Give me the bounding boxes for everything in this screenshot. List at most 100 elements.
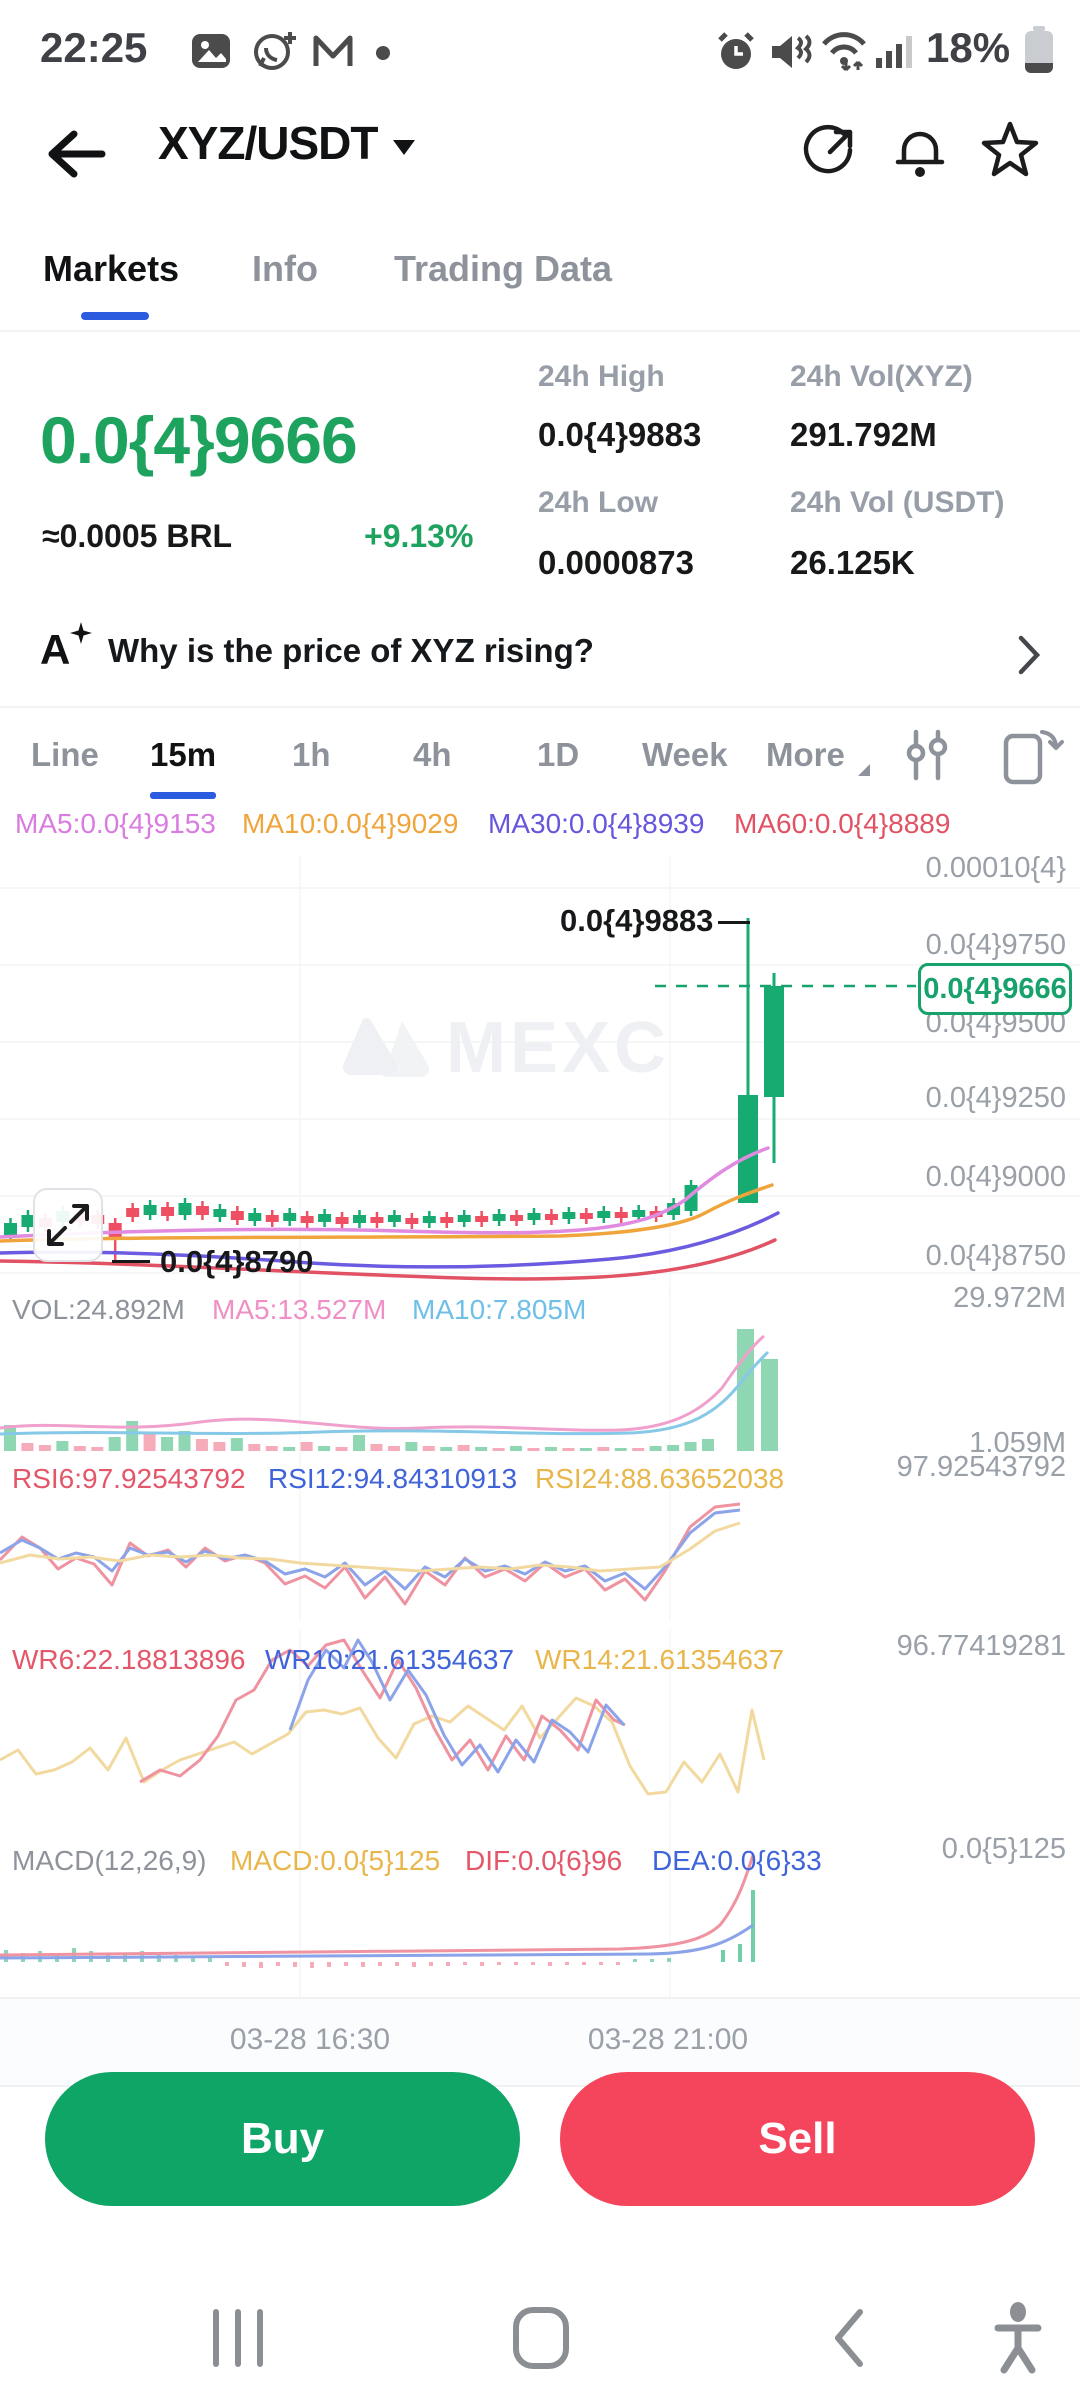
x-axis-label-0: 03-28 16:30 — [229, 2023, 391, 2056]
low-price-label: 0.0{4}8790 — [160, 1244, 314, 1279]
tab-trading-data[interactable]: Trading Data — [394, 248, 613, 289]
rsi24-legend: RSI24:88.63652038 — [535, 1463, 785, 1494]
wr10-legend: WR10:21.61354637 — [265, 1644, 515, 1675]
interval-1h[interactable]: 1h — [292, 736, 331, 773]
landscape-rotate-icon[interactable] — [1002, 726, 1064, 785]
gallery-notification-icon — [190, 32, 232, 70]
stat-volusdt-label: 24h Vol (USDT) — [790, 486, 1005, 519]
buy-button-label: Buy — [240, 2114, 325, 2163]
tab-info[interactable]: Info — [252, 248, 318, 289]
high-price-line — [718, 921, 750, 924]
interval-line[interactable]: Line — [31, 736, 99, 773]
recents-button[interactable] — [210, 2308, 266, 2368]
wr6-legend: WR6:22.18813896 — [12, 1644, 246, 1675]
wr-pane[interactable]: WR6:22.18813896 WR10:21.61354637 WR14:21… — [0, 1630, 1080, 1810]
macd-dif-legend: DIF:0.0{6}96 — [465, 1845, 623, 1876]
stat-volusdt-value: 26.125K — [790, 544, 915, 581]
ma30-legend: MA30:0.0{4}8939 — [488, 808, 705, 839]
stat-high-value: 0.0{4}9883 — [538, 416, 702, 453]
indicator-settings-icon[interactable] — [902, 728, 952, 782]
chart-toolbar: Line 15m 1h 4h 1D Week More — [0, 712, 1080, 802]
mexc-logo-icon — [342, 1018, 430, 1078]
ma60-legend: MA60:0.0{4}8889 — [734, 808, 951, 839]
sell-button-label: Sell — [758, 2114, 837, 2163]
wifi-icon — [818, 28, 870, 74]
stat-high-label: 24h High — [538, 360, 665, 393]
accessibility-button[interactable] — [992, 2302, 1044, 2374]
main-chart-pane[interactable]: MEXC 0.00010{4} 0.0{4}9750 0.0{4}9500 0.… — [0, 852, 1080, 1295]
expand-chart-button[interactable] — [33, 1188, 103, 1262]
share-price-icon[interactable] — [800, 122, 858, 180]
rsi12-legend: RSI12:94.84310913 — [268, 1463, 518, 1494]
app-header: XYZ/USDT — [0, 108, 1080, 208]
pair-selector[interactable]: XYZ/USDT — [158, 116, 416, 170]
favorite-star-icon[interactable] — [980, 120, 1040, 178]
macd-pane[interactable]: MACD(12,26,9) MACD:0.0{5}125 DIF:0.0{6}9… — [0, 1805, 1080, 1997]
status-bar: 22:25 18% — [0, 0, 1080, 92]
alarm-icon — [714, 30, 758, 74]
stat-low-label: 24h Low — [538, 486, 659, 519]
vol-legend: VOL:24.892M — [12, 1294, 185, 1325]
rsi6-legend: RSI6:97.92543792 — [12, 1463, 246, 1494]
tab-markets[interactable]: Markets — [43, 248, 180, 289]
vol-axis-bottom: 1.059M — [969, 1427, 1066, 1459]
rsi-axis-value: 97.92543792 — [896, 1451, 1066, 1483]
top-tabs: Markets Info Trading Data — [0, 238, 1080, 330]
battery-percent-text: 18% — [926, 24, 1011, 71]
ai-icon: A — [40, 622, 92, 674]
low-price-line — [112, 1260, 150, 1263]
axis-price-0: 0.00010{4} — [925, 852, 1066, 884]
chevron-right-icon[interactable] — [1016, 634, 1042, 676]
notification-dot-icon — [376, 46, 390, 60]
chart-watermark: MEXC — [340, 1007, 670, 1089]
vol-axis-top: 29.972M — [953, 1282, 1066, 1314]
active-interval-underline — [150, 792, 216, 799]
chevron-down-icon — [393, 139, 416, 155]
vol-ma10-legend: MA10:7.805M — [412, 1294, 587, 1325]
alert-bell-icon[interactable] — [892, 122, 948, 180]
stat-volxyz-value: 291.792M — [790, 416, 937, 453]
axis-price-5: 0.0{4}8750 — [925, 1240, 1066, 1272]
ai-question: Why is the price of XYZ rising? — [108, 632, 594, 669]
signal-icon — [876, 32, 916, 72]
stat-volxyz-label: 24h Vol(XYZ) — [790, 360, 973, 393]
buy-button[interactable]: Buy — [45, 2072, 520, 2206]
active-tab-underline — [81, 312, 149, 320]
sell-button[interactable]: Sell — [560, 2072, 1035, 2206]
volume-pane[interactable]: VOL:24.892M MA5:13.527M MA10:7.805M 29.9… — [0, 1282, 1080, 1459]
macd-dea-legend: DEA:0.0{6}33 — [652, 1845, 822, 1876]
interval-4h[interactable]: 4h — [413, 736, 452, 773]
clock-text: 22:25 — [40, 24, 148, 71]
axis-price-1: 0.0{4}9750 — [925, 929, 1066, 961]
change-percent: +9.13% — [364, 518, 474, 554]
ma-legend: MA5:0.0{4}9153 MA10:0.0{4}9029 MA30:0.0{… — [0, 808, 1080, 850]
interval-1d[interactable]: 1D — [537, 736, 580, 773]
macd-axis-value: 0.0{5}125 — [941, 1833, 1066, 1865]
current-price-tag: 0.0{4}9666 — [918, 963, 1072, 1015]
fiat-approx: ≈0.0005 BRL — [42, 518, 233, 554]
back-nav-button[interactable] — [830, 2308, 866, 2368]
home-button[interactable] — [512, 2306, 570, 2370]
mute-icon — [768, 32, 812, 72]
axis-price-4: 0.0{4}9000 — [925, 1161, 1066, 1193]
macd-value-legend: MACD:0.0{5}125 — [230, 1845, 441, 1876]
whatsapp-notification-icon — [252, 28, 298, 74]
stat-low-value: 0.0000873 — [538, 544, 694, 581]
vol-ma5-legend: MA5:13.527M — [212, 1294, 387, 1325]
ticker-panel: 0.0{4}9666 ≈0.0005 BRL +9.13% 24h High 0… — [0, 330, 1080, 620]
more-caret-icon — [858, 764, 870, 776]
macd-params: MACD(12,26,9) — [12, 1845, 207, 1876]
ai-banner[interactable]: A Why is the price of XYZ rising? — [0, 618, 1080, 704]
back-button[interactable] — [42, 126, 108, 182]
interval-more[interactable]: More — [766, 736, 845, 773]
interval-15m[interactable]: 15m — [150, 736, 217, 773]
high-price-label: 0.0{4}9883 — [560, 903, 714, 938]
last-price: 0.0{4}9666 — [40, 403, 358, 477]
battery-icon — [1024, 26, 1054, 74]
gmail-notification-icon — [312, 32, 354, 70]
wr14-legend: WR14:21.61354637 — [535, 1644, 785, 1675]
wr-axis-value: 96.77419281 — [896, 1630, 1066, 1662]
interval-week[interactable]: Week — [642, 736, 728, 773]
rsi-pane[interactable]: RSI6:97.92543792 RSI12:94.84310913 RSI24… — [0, 1451, 1080, 1620]
